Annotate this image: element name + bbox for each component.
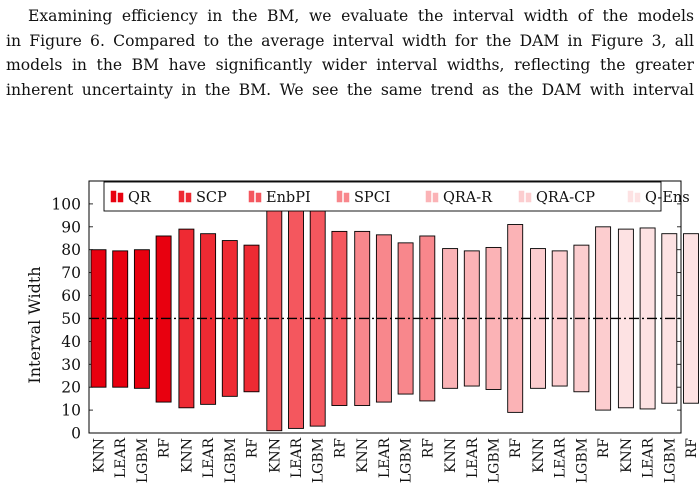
legend-swatch [110, 190, 117, 203]
legend-swatch [185, 192, 192, 203]
legend-swatch [255, 192, 262, 203]
body-paragraph: Examining efficiency in the BM, we evalu… [6, 4, 694, 102]
x-tick-label: LGBM [223, 438, 239, 483]
legend-label: Q-Ens [645, 190, 690, 206]
x-tick-label: LEAR [465, 438, 481, 479]
x-tick-label: LEAR [641, 438, 657, 479]
y-tick-label: 100 [51, 195, 81, 213]
x-tick-label: LGBM [135, 438, 151, 483]
x-tick-label: RF [332, 438, 348, 459]
legend-swatch [425, 190, 432, 203]
y-tick-label: 30 [61, 356, 81, 374]
y-tick-label: 60 [61, 287, 81, 305]
interval-bar [683, 233, 699, 404]
x-tick-label: LGBM [399, 438, 415, 483]
x-tick-label: LGBM [574, 438, 590, 483]
x-tick-label: RF [420, 438, 436, 459]
x-tick-label: LEAR [553, 438, 569, 479]
legend-swatch [336, 190, 343, 203]
legend-box [103, 181, 662, 212]
y-tick-label: 40 [61, 333, 81, 351]
paragraph-line: in Figure 6. Compared to the average int… [6, 31, 694, 50]
legend-label: SPCI [354, 190, 391, 206]
y-tick-label: 90 [61, 218, 81, 236]
x-tick-label: RF [508, 438, 524, 459]
x-tick-label: KNN [355, 438, 371, 473]
paragraph-line: inherent uncertainty in the BM. We see t… [6, 80, 694, 99]
x-tick-label: RF [684, 438, 699, 459]
legend-label: QRA-CP [536, 190, 595, 206]
legend-label: QRA-R [443, 190, 493, 206]
x-tick-label: RF [157, 438, 173, 459]
y-tick-label: 20 [61, 379, 81, 397]
y-tick-label: 10 [61, 402, 81, 420]
legend-label: QR [128, 190, 152, 206]
y-axis-label: Interval Width [25, 266, 44, 383]
y-tick-label: 70 [61, 264, 81, 282]
x-tick-label: LEAR [201, 438, 217, 479]
x-tick-label: LGBM [487, 438, 503, 483]
x-tick-label: LEAR [289, 438, 305, 479]
legend-swatch [117, 192, 124, 203]
legend-label: EnbPI [266, 190, 311, 206]
y-tick-label: 0 [71, 425, 81, 443]
y-tick-label: 80 [61, 241, 81, 259]
legend-swatch [343, 192, 350, 203]
x-tick-label: KNN [443, 438, 459, 473]
legend-swatch [248, 190, 255, 203]
plot-frame [88, 180, 682, 434]
x-tick-label: KNN [531, 438, 547, 473]
paragraph-line: Examining efficiency in the BM, we evalu… [28, 7, 694, 25]
paragraph-line: models in the BM have significantly wide… [6, 56, 694, 75]
x-tick-label: KNN [92, 438, 108, 473]
legend-swatch [518, 190, 525, 203]
legend-swatch [525, 192, 532, 203]
x-tick-label: LEAR [113, 438, 129, 479]
x-tick-label: KNN [179, 438, 195, 473]
legend-label: SCP [196, 190, 227, 206]
x-tick-label: RF [245, 438, 261, 459]
legend-swatch [634, 192, 641, 203]
legend-swatch [432, 192, 439, 203]
x-tick-label: LGBM [662, 438, 678, 483]
x-tick-label: LGBM [311, 438, 327, 483]
y-tick-label: 50 [61, 310, 81, 328]
x-tick-label: RF [596, 438, 612, 459]
x-tick-label: LEAR [377, 438, 393, 479]
legend-swatch [627, 190, 634, 203]
interval-width-chart: 0 10 20 30 40 50 60 70 80 90 100 Interval Width KNN L… [25, 180, 699, 483]
x-tick-label: KNN [267, 438, 283, 473]
x-tick-label: KNN [619, 438, 635, 473]
legend-swatch [178, 190, 185, 203]
